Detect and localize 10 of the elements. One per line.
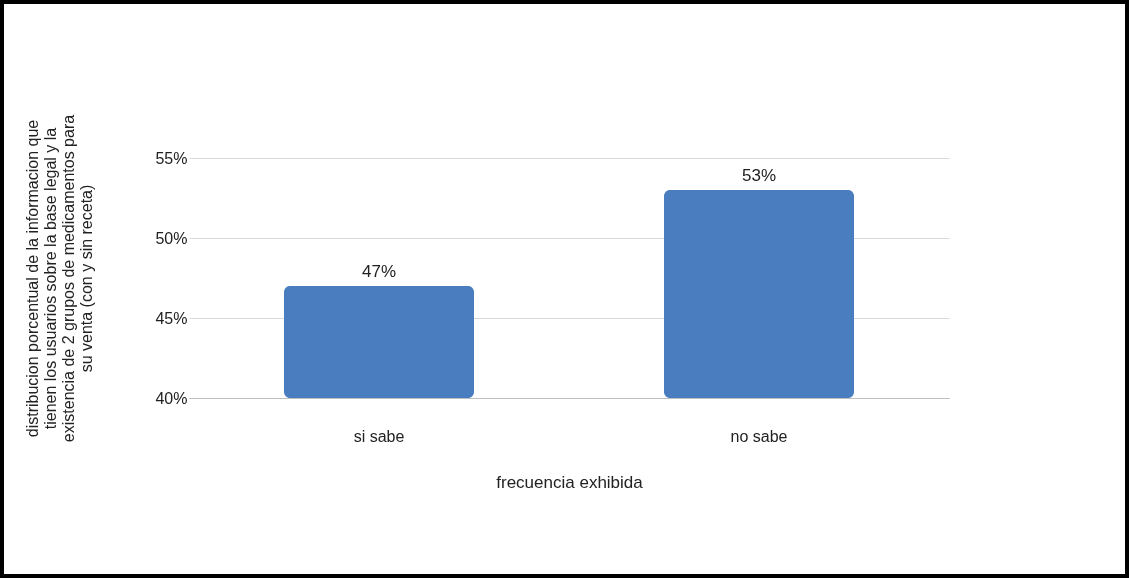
y-tick-label: 55% — [155, 149, 188, 167]
data-label: 53% — [741, 166, 777, 185]
data-label: 47% — [361, 262, 397, 281]
x-tick-label: no sabe — [730, 427, 788, 445]
x-tick-label: si sabe — [353, 427, 405, 445]
y-tick-label: 50% — [155, 229, 188, 247]
x-axis-title: frecuencia exhibida — [496, 472, 644, 492]
y-tick-label: 40% — [155, 389, 188, 407]
y-axis-title: distribucion porcentual de la informacion que tienen los usuarios sobre la base legal y la existencia de 2 grupos de medicamentos para su venta (con y sin receta) — [24, 114, 96, 443]
y-tick-label: 45% — [155, 309, 188, 327]
